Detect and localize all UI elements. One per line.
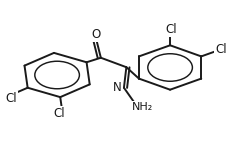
Text: Cl: Cl (165, 23, 177, 36)
Text: Cl: Cl (54, 106, 65, 120)
Text: O: O (91, 28, 101, 41)
Text: Cl: Cl (215, 44, 227, 57)
Text: Cl: Cl (6, 92, 17, 105)
Text: NH₂: NH₂ (131, 102, 153, 112)
Text: N: N (113, 81, 122, 94)
